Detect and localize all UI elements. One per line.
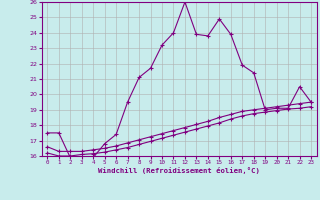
X-axis label: Windchill (Refroidissement éolien,°C): Windchill (Refroidissement éolien,°C): [98, 167, 260, 174]
